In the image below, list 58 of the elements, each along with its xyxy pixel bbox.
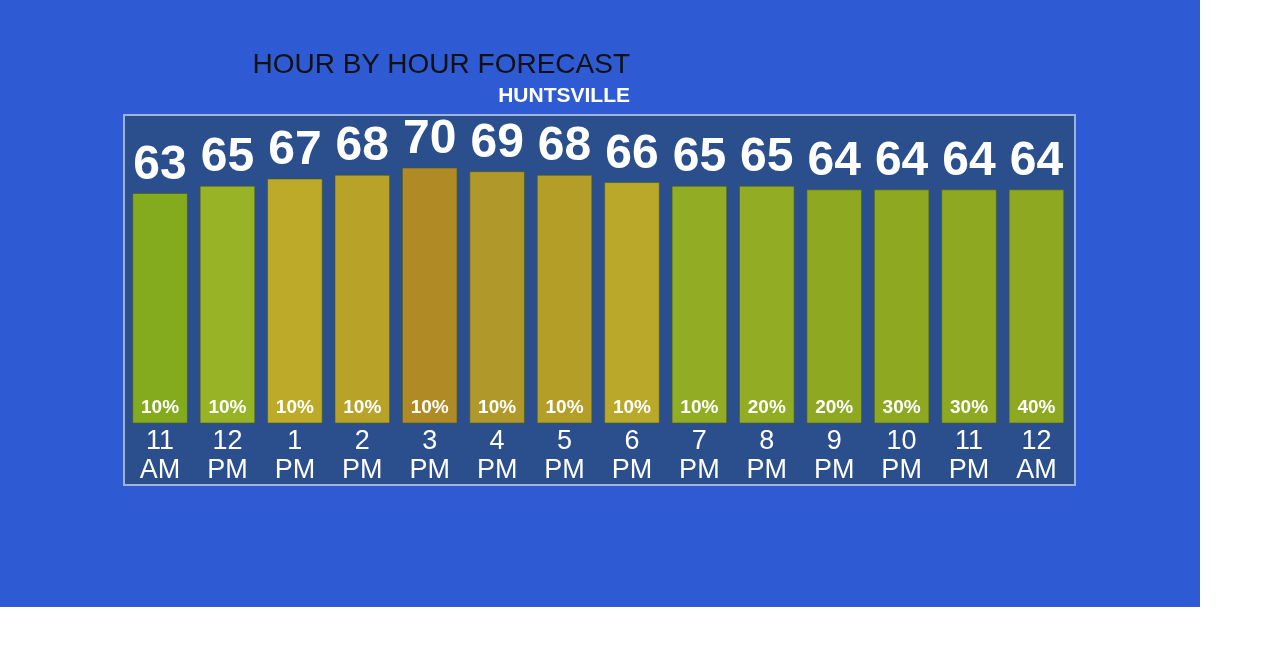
annotation: 10% [612, 396, 652, 417]
data-label: 65 [740, 128, 794, 182]
x-tick-label: 10 PM [881, 424, 922, 484]
bar [536, 174, 593, 424]
x-tick-label: 7 PM [679, 424, 720, 484]
chart-subtitle: HUNTSVILLE [498, 83, 630, 106]
x-tick-label: 8 PM [746, 424, 788, 484]
bar [132, 193, 188, 424]
data-label: 64 [1009, 131, 1064, 185]
data-label: 65 [200, 128, 255, 182]
annotation: 30% [950, 396, 989, 417]
bar [469, 171, 525, 424]
x-tick-label: 2 PM [342, 424, 383, 484]
annotation: 10% [343, 396, 382, 417]
annotation: 10% [680, 396, 719, 417]
chart-title: HOUR BY HOUR FORECAST [252, 48, 630, 79]
data-label: 68 [335, 117, 389, 171]
data-label: 69 [470, 113, 524, 167]
x-tick-label: 6 PM [611, 424, 653, 484]
x-tick-label: 3 PM [409, 424, 450, 484]
annotation: 20% [815, 396, 854, 417]
bar [1008, 189, 1065, 424]
data-label: 65 [672, 128, 727, 182]
x-tick-label: 12 AM [1016, 424, 1057, 484]
annotation: 10% [545, 396, 584, 417]
annotation: 10% [208, 396, 247, 417]
bar [267, 178, 323, 424]
bar [941, 189, 997, 424]
annotation: 10% [275, 396, 314, 417]
bar [402, 167, 458, 424]
x-tick-label: 9 PM [813, 424, 855, 484]
x-tick-label: 5 PM [544, 424, 585, 484]
bar [806, 189, 862, 424]
x-tick-label: 4 PM [476, 424, 518, 484]
bar [739, 185, 795, 424]
bar [874, 189, 930, 424]
annotation: 30% [882, 396, 921, 417]
data-label: 70 [403, 110, 457, 163]
annotation: 20% [747, 396, 786, 417]
annotation: 10% [478, 396, 517, 417]
bar [334, 174, 390, 424]
x-tick-label: 12 PM [207, 424, 248, 484]
data-label: 64 [942, 131, 997, 185]
data-label: 68 [537, 117, 592, 171]
x-tick-label: 11 PM [948, 424, 990, 484]
bar [671, 185, 727, 424]
x-tick-label: 11 AM [139, 424, 181, 484]
annotation: 40% [1017, 396, 1056, 417]
annotation: 10% [410, 396, 449, 417]
data-label: 64 [807, 131, 862, 185]
data-label: 64 [874, 131, 929, 185]
data-label: 67 [268, 120, 322, 174]
bar [199, 185, 256, 424]
data-label: 66 [605, 124, 659, 178]
bar [604, 182, 660, 424]
annotation: 10% [141, 396, 180, 417]
x-tick-label: 1 PM [274, 424, 316, 484]
data-label: 63 [133, 135, 187, 189]
